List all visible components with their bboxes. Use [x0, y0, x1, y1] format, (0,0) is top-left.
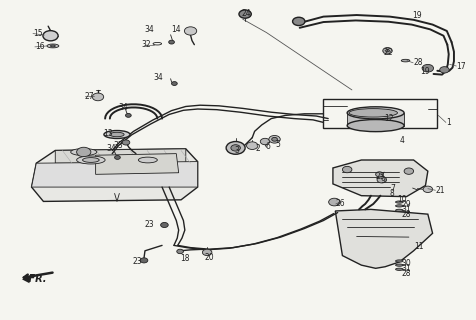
Circle shape	[43, 31, 58, 41]
Circle shape	[260, 138, 270, 145]
Text: 19: 19	[413, 12, 422, 20]
Circle shape	[377, 177, 387, 183]
Ellipse shape	[110, 132, 124, 137]
Circle shape	[386, 50, 389, 52]
Circle shape	[126, 114, 131, 117]
Text: 13: 13	[103, 129, 112, 138]
Text: 2: 2	[255, 144, 260, 153]
Polygon shape	[335, 209, 433, 268]
Circle shape	[160, 222, 168, 228]
Polygon shape	[31, 149, 198, 201]
Circle shape	[184, 27, 197, 35]
Ellipse shape	[396, 268, 403, 270]
Text: 29: 29	[402, 200, 411, 209]
Circle shape	[376, 172, 383, 177]
Text: 34: 34	[118, 103, 128, 112]
Text: 6: 6	[266, 142, 270, 151]
Text: 27: 27	[85, 92, 94, 101]
Circle shape	[440, 67, 449, 73]
Text: 22: 22	[383, 48, 393, 58]
Text: 25: 25	[376, 172, 385, 181]
Ellipse shape	[347, 107, 404, 119]
Circle shape	[383, 48, 392, 54]
Circle shape	[404, 168, 414, 174]
Text: 14: 14	[171, 25, 181, 34]
Text: 21: 21	[436, 186, 445, 195]
Text: 12: 12	[384, 114, 394, 123]
Text: 34: 34	[106, 144, 116, 153]
Circle shape	[342, 166, 352, 173]
Circle shape	[140, 258, 148, 263]
Text: 5: 5	[276, 140, 280, 149]
Circle shape	[247, 142, 258, 149]
Circle shape	[77, 147, 91, 157]
Circle shape	[226, 141, 245, 154]
Ellipse shape	[396, 209, 403, 212]
Polygon shape	[333, 160, 428, 197]
Text: 31: 31	[402, 205, 411, 214]
Circle shape	[231, 145, 240, 151]
Text: 3: 3	[234, 146, 239, 155]
Text: 20: 20	[205, 253, 214, 262]
Circle shape	[328, 198, 340, 206]
Text: 28: 28	[413, 58, 423, 67]
Text: 26: 26	[336, 199, 346, 208]
Circle shape	[239, 10, 251, 18]
Circle shape	[202, 249, 212, 256]
Circle shape	[92, 93, 104, 101]
Text: 30: 30	[402, 259, 411, 268]
Ellipse shape	[82, 158, 99, 162]
Ellipse shape	[396, 264, 403, 266]
Ellipse shape	[47, 44, 59, 48]
Ellipse shape	[401, 59, 410, 62]
Text: 16: 16	[35, 42, 44, 52]
Circle shape	[177, 249, 183, 254]
Text: 17: 17	[456, 61, 466, 70]
Ellipse shape	[349, 108, 397, 117]
Text: 7: 7	[390, 184, 395, 193]
Ellipse shape	[396, 205, 403, 207]
Text: 34: 34	[144, 25, 154, 34]
Text: 9: 9	[380, 176, 385, 185]
Ellipse shape	[104, 131, 130, 139]
Circle shape	[423, 186, 433, 193]
Text: 4: 4	[399, 136, 404, 145]
Polygon shape	[31, 162, 198, 187]
Ellipse shape	[396, 260, 403, 262]
Text: 32: 32	[141, 40, 151, 49]
Polygon shape	[96, 154, 178, 174]
Text: 34: 34	[154, 73, 163, 82]
Ellipse shape	[396, 201, 403, 203]
Text: 1: 1	[446, 118, 451, 127]
Text: 11: 11	[415, 242, 424, 251]
Ellipse shape	[77, 156, 105, 164]
Circle shape	[169, 40, 174, 44]
Text: 33: 33	[114, 141, 123, 150]
Text: 18: 18	[180, 254, 189, 263]
Text: 8: 8	[390, 189, 395, 198]
Text: 31: 31	[402, 264, 411, 273]
Circle shape	[122, 140, 130, 145]
Text: 19: 19	[420, 67, 429, 76]
Circle shape	[171, 82, 177, 85]
Ellipse shape	[71, 148, 97, 156]
Text: 23: 23	[144, 220, 154, 229]
Ellipse shape	[347, 120, 404, 132]
Text: 15: 15	[33, 29, 42, 38]
Text: 28: 28	[402, 210, 411, 219]
Circle shape	[272, 137, 278, 141]
Ellipse shape	[139, 157, 157, 163]
Circle shape	[269, 135, 280, 143]
Polygon shape	[55, 149, 186, 163]
Circle shape	[115, 156, 120, 159]
Text: 10: 10	[397, 195, 407, 204]
Text: 28: 28	[402, 268, 411, 278]
Circle shape	[293, 17, 305, 26]
Text: 24: 24	[241, 9, 251, 18]
Text: ◀FR.: ◀FR.	[22, 274, 48, 284]
Polygon shape	[347, 113, 404, 125]
Ellipse shape	[50, 45, 55, 47]
Text: 23: 23	[133, 257, 142, 266]
Circle shape	[422, 64, 434, 72]
